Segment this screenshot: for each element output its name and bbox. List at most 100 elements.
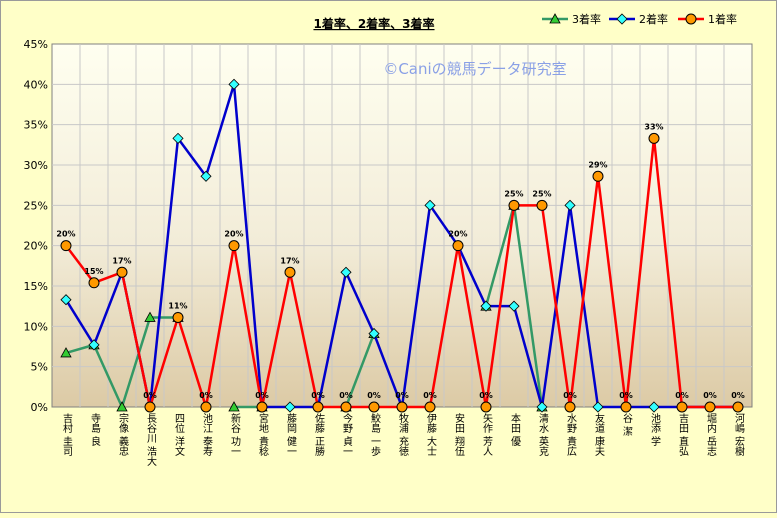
marker-circle [704, 401, 716, 413]
x-tick-label: 友道 康夫 [593, 412, 605, 457]
marker-triangle [228, 401, 240, 412]
marker-circle [172, 311, 184, 323]
legend-label: 3着率 [572, 12, 601, 26]
y-tick-label: 45% [24, 38, 48, 51]
marker-circle [116, 266, 128, 278]
data-labels: 20% 15% 17% 0% 11% 0% 20% 0% 17% 0% 0% 0% 0% 0% 20% 0% 2… [56, 122, 744, 400]
data-label: 29% [588, 160, 607, 169]
marker-circle [368, 401, 380, 413]
marker-diamond [284, 401, 296, 413]
data-label: 11% [168, 301, 187, 310]
x-tick-label: 今野 貞一 [341, 412, 353, 456]
data-label: 25% [532, 189, 551, 198]
marker-circle [620, 401, 632, 413]
x-tick-label: 新谷 功一 [229, 412, 241, 456]
x-tick-label: 吉田 直弘 [677, 413, 689, 457]
marker-circle [256, 401, 268, 413]
x-tick-label: 池江 泰寿 [201, 412, 213, 456]
y-tick-label: 10% [24, 320, 48, 333]
x-tick-label: 谷 潔 [621, 413, 633, 437]
marker-diamond [424, 199, 436, 211]
legend: 3着率 2着率 1着率 [542, 12, 737, 26]
marker-diamond [648, 401, 660, 413]
marker-circle [396, 401, 408, 413]
marker-triangle [144, 311, 156, 322]
y-tick-label: 0% [31, 401, 48, 414]
marker-circle [312, 401, 324, 413]
marker-diamond [616, 13, 628, 25]
x-tick-label: 水野 貴広 [565, 413, 577, 457]
marker-diamond [368, 328, 380, 340]
data-label: 0% [255, 391, 269, 400]
marker-circle [676, 401, 688, 413]
x-tick-label: 鮫島 一歩 [369, 412, 381, 457]
marker-circle [424, 401, 436, 413]
marker-diamond [340, 266, 352, 278]
x-tick-label: 宗像 義忠 [117, 412, 129, 456]
x-tick-label: 四位 洋文 [173, 413, 185, 457]
y-tick-label: 40% [24, 78, 48, 91]
legend-label: 2着率 [639, 12, 668, 26]
x-tick-label: 堀内 岳志 [705, 413, 717, 456]
y-tick-label: 5% [31, 361, 48, 374]
marker-triangle [116, 401, 128, 412]
marker-circle [228, 240, 240, 252]
y-tick-label: 20% [24, 240, 48, 253]
data-label: 20% [448, 230, 467, 239]
x-tick-label: 矢作 芳人 [481, 412, 493, 456]
x-tick-label: 安田 翔伍 [453, 412, 465, 457]
data-label: 17% [112, 256, 131, 265]
marker-diamond [508, 300, 520, 312]
data-label: 0% [367, 391, 381, 400]
data-label: 20% [56, 230, 75, 239]
axes: 0% 5% 10% 15% 20% 25% 30% 35% 40% 45% 吉村 圭司 寺島 良 宗像 … [24, 38, 745, 467]
marker-circle [685, 13, 697, 25]
data-label: 0% [339, 391, 353, 400]
data-label: 25% [504, 189, 523, 198]
x-tick-label: 牧浦 充徳 [397, 412, 409, 457]
marker-diamond [228, 78, 240, 90]
marker-circle [508, 199, 520, 211]
data-label: 0% [479, 391, 493, 400]
marker-diamond [536, 401, 548, 413]
marker-circle [88, 277, 100, 289]
x-tick-label: 長谷川 浩大 [145, 413, 157, 467]
data-label: 0% [563, 391, 577, 400]
marker-diamond [592, 401, 604, 413]
marker-triangle [549, 13, 561, 24]
marker-circle [340, 401, 352, 413]
data-label: 20% [224, 230, 243, 239]
y-tick-label: 25% [24, 199, 48, 212]
data-label: 0% [311, 391, 325, 400]
marker-circle [284, 266, 296, 278]
data-label: 17% [280, 256, 299, 265]
marker-diamond [480, 300, 492, 312]
marker-diamond [88, 339, 100, 351]
series-line [344, 333, 376, 408]
marker-circle [144, 401, 156, 413]
data-label: 0% [423, 391, 437, 400]
data-label: 33% [644, 122, 663, 131]
marker-circle [564, 401, 576, 413]
y-tick-label: 30% [24, 159, 48, 172]
marker-circle [480, 401, 492, 413]
marker-triangle [60, 347, 72, 358]
x-tick-label: 伊藤 大士 [425, 413, 437, 456]
chart-title: 1着率、2着率、3着率 [313, 16, 434, 31]
watermark: ©Caniの競馬データ研究室 [383, 60, 566, 78]
data-label: 0% [703, 391, 717, 400]
y-tick-label: 15% [24, 280, 48, 293]
x-tick-label: 寺島 良 [89, 413, 101, 447]
x-tick-label: 藤岡 健一 [285, 413, 297, 456]
marker-circle [60, 240, 72, 252]
marker-diamond [60, 294, 72, 306]
marker-circle [200, 401, 212, 413]
marker-circle [536, 199, 548, 211]
x-tick-label: 本田 優 [509, 412, 521, 447]
x-tick-label: 清水 英克 [537, 412, 549, 457]
grid [52, 44, 752, 407]
x-tick-label: 宮地 貴稔 [257, 412, 269, 457]
marker-circle [592, 170, 604, 182]
